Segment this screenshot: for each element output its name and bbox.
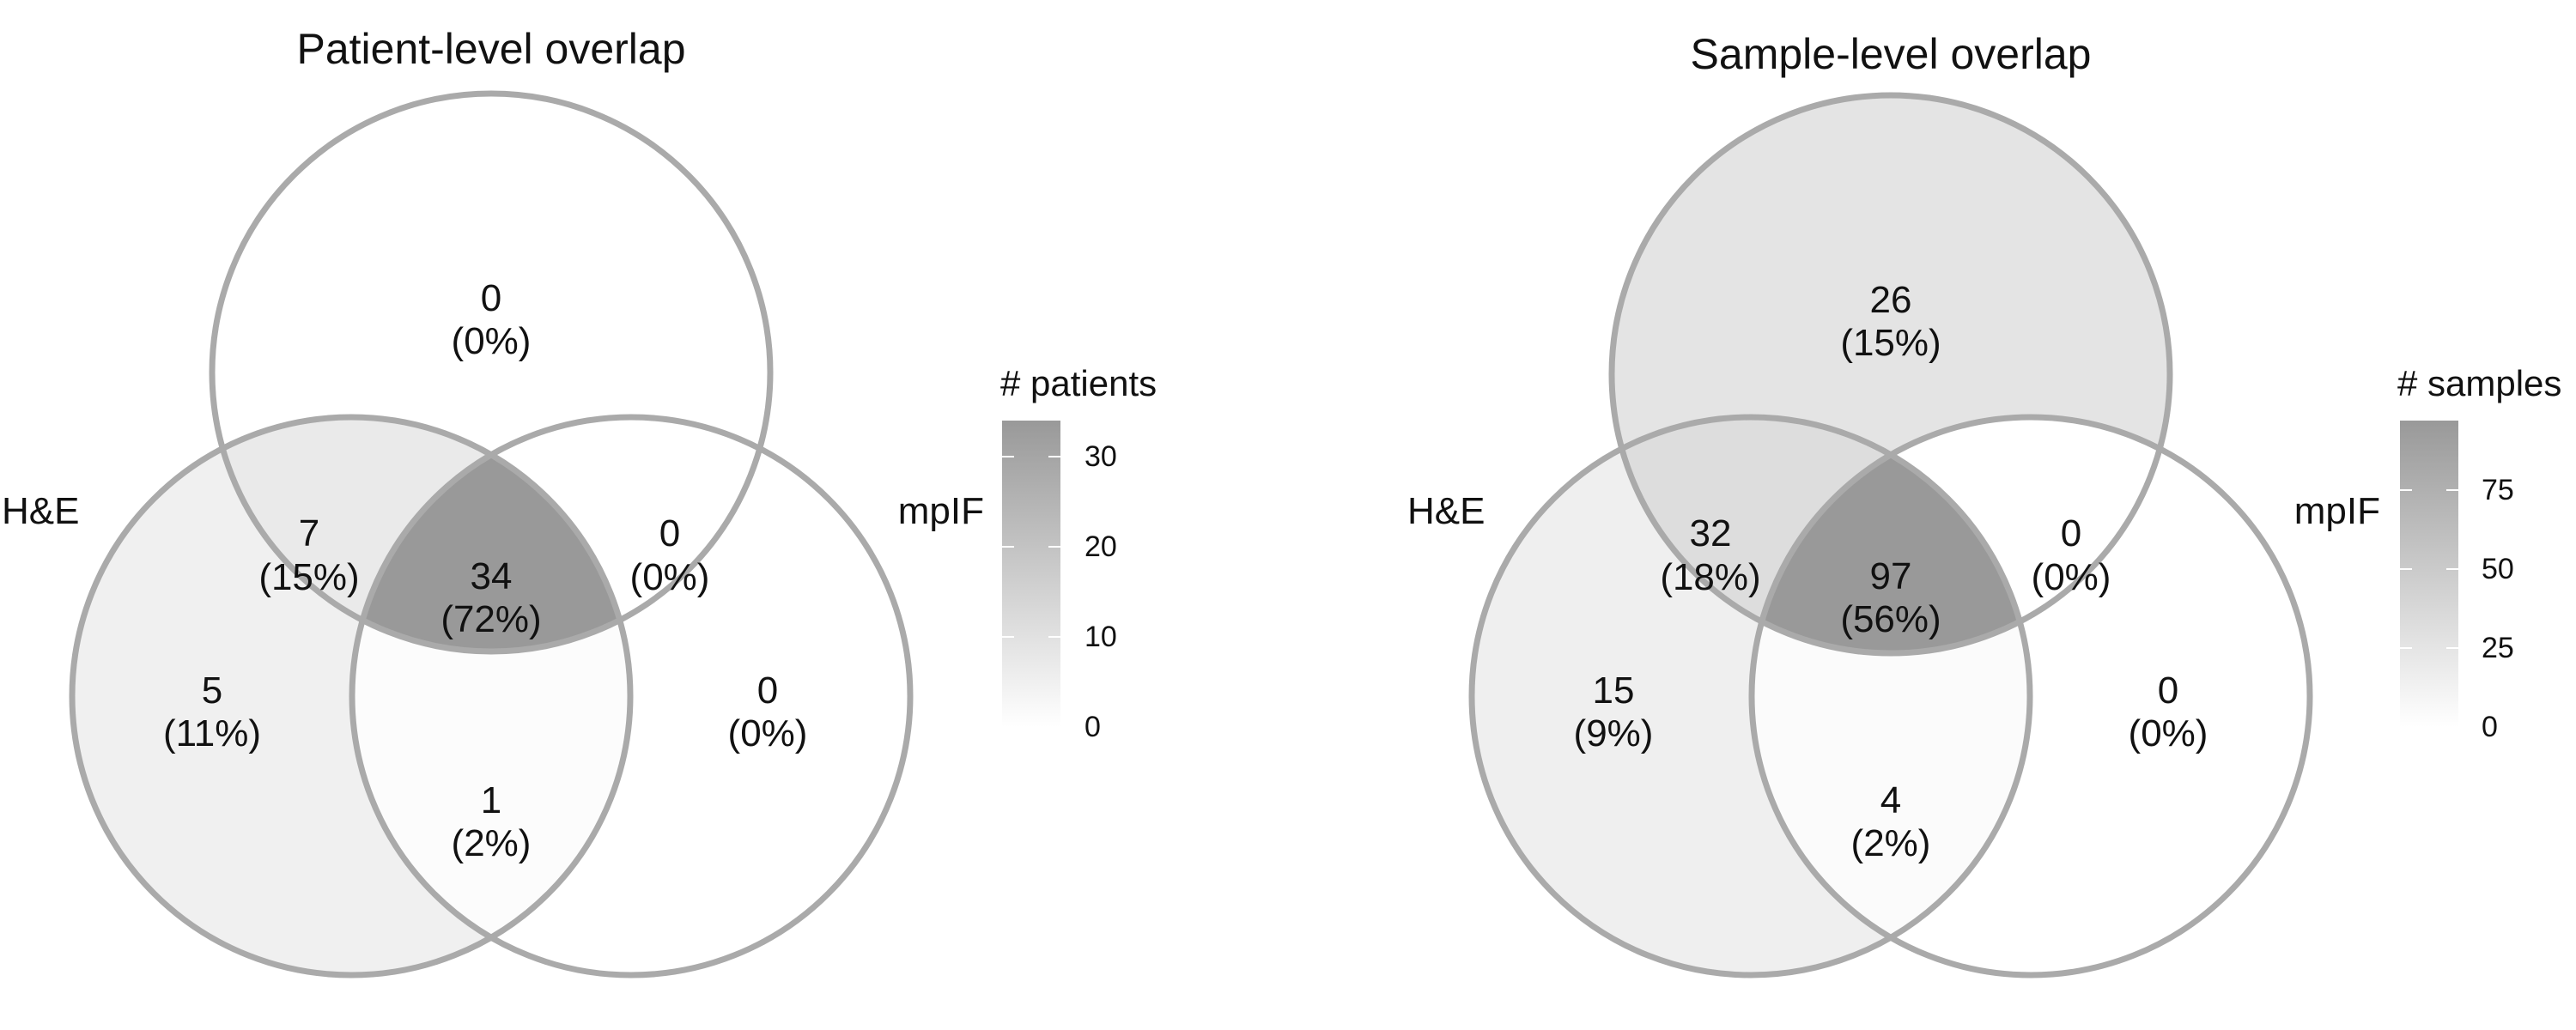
colorbar-ticks [1002,456,1060,728]
region-mask [1752,417,2170,653]
venn-region-scrna-he [1612,417,2030,653]
region-count: 0 [2061,512,2081,554]
circle-mpif [349,414,914,978]
region-clip [352,417,770,651]
region-clip [212,417,630,651]
set-label-he: H&E [2,490,79,532]
region-mask [352,417,770,651]
region-percent: (15%) [1840,322,1941,364]
region-label-scrna-he: 32 (18%) [1660,512,1760,598]
region-count: 4 [1880,779,1901,821]
region-label-mpif-only: 0 (0%) [728,670,808,754]
region-label-he-mpif: 4 (2%) [1851,779,1931,864]
region-percent: (9%) [1574,712,1654,754]
legend-tick-label: 50 [2482,553,2514,585]
region-label-scrna-mpif: 0 (0%) [2032,512,2111,598]
region-mask [1612,417,2030,653]
circle-scrna [1608,92,2173,657]
circle-he [1468,414,2033,978]
legend-tick-label: 25 [2482,632,2514,664]
region-count: 26 [1870,279,1912,321]
region-label-he-only: 5 (11%) [163,670,261,754]
venn-circles [69,90,914,978]
region-percent: (56%) [1840,598,1941,640]
venn-panel-patient: Patient-level overlap scRNA H&E mpIF 0 (… [2,25,1157,978]
venn-regions [72,94,910,975]
set-label-mpif: mpIF [2294,490,2380,532]
legend-title: # patients [1000,363,1157,403]
venn-region-scrna-mpif [1752,417,2170,653]
region-count: 32 [1690,512,1732,554]
region-percent: (0%) [452,320,532,362]
region-count: 97 [1870,555,1912,597]
colorbar [2400,421,2458,727]
legend-tick-label: 20 [1084,530,1117,563]
region-label-he-only: 15 (9%) [1574,670,1654,754]
region-count: 5 [202,670,222,712]
region-percent: (0%) [2032,556,2111,598]
region-percent: (2%) [1851,822,1931,864]
venn-panel-sample: Sample-level overlap scRNA H&E mpIF 26 (… [1407,30,2561,978]
region-percent: (72%) [440,598,541,640]
region-count: 0 [757,670,778,712]
colorbar-legend: # patients 30 20 10 0 [1000,363,1157,743]
set-label-he: H&E [1407,490,1485,532]
chart-title: Sample-level overlap [1691,30,2092,78]
region-percent: (0%) [630,556,710,598]
legend-title: # samples [2397,363,2561,403]
region-count: 34 [471,555,513,597]
colorbar-ticks [2400,488,2458,728]
region-percent: (0%) [2129,712,2208,754]
legend-tick-label: 30 [1084,440,1117,473]
venn-region-scrna-mpif [352,417,770,651]
region-label-scrna-only: 0 (0%) [452,277,532,362]
region-label-scrna-only: 26 (15%) [1840,279,1941,364]
venn-circles [1468,92,2313,978]
region-percent: (15%) [258,556,359,598]
region-count: 15 [1593,670,1635,712]
region-label-all: 34 (72%) [440,555,541,640]
legend-tick-label: 0 [2482,711,2498,743]
venn-region-scrna-he [212,417,630,651]
region-count: 0 [659,512,680,554]
circle-mpif [1748,414,2313,978]
colorbar-legend: # samples 75 50 25 0 [2397,363,2561,743]
region-label-all: 97 (56%) [1840,555,1941,640]
region-percent: (11%) [163,712,261,754]
region-clip [1752,417,2170,653]
region-percent: (2%) [452,822,532,864]
region-count: 7 [299,512,319,554]
colorbar [1002,421,1060,727]
region-label-he-mpif: 1 (2%) [452,779,532,864]
region-clip [1612,417,2030,653]
legend-tick-label: 10 [1084,621,1117,653]
legend-tick-label: 75 [2482,474,2514,506]
circle-he [69,414,634,978]
legend-tick-label: 0 [1084,711,1101,743]
region-label-scrna-mpif: 0 (0%) [630,512,710,598]
circle-scrna [209,90,774,655]
region-count: 1 [481,779,501,821]
region-label-scrna-he: 7 (15%) [258,512,359,598]
region-count: 0 [481,277,501,319]
region-label-mpif-only: 0 (0%) [2129,670,2208,754]
chart-title: Patient-level overlap [296,25,685,73]
region-percent: (18%) [1660,556,1760,598]
set-label-mpif: mpIF [898,490,984,532]
region-mask [212,417,630,651]
region-percent: (0%) [728,712,808,754]
region-count: 0 [2158,670,2178,712]
